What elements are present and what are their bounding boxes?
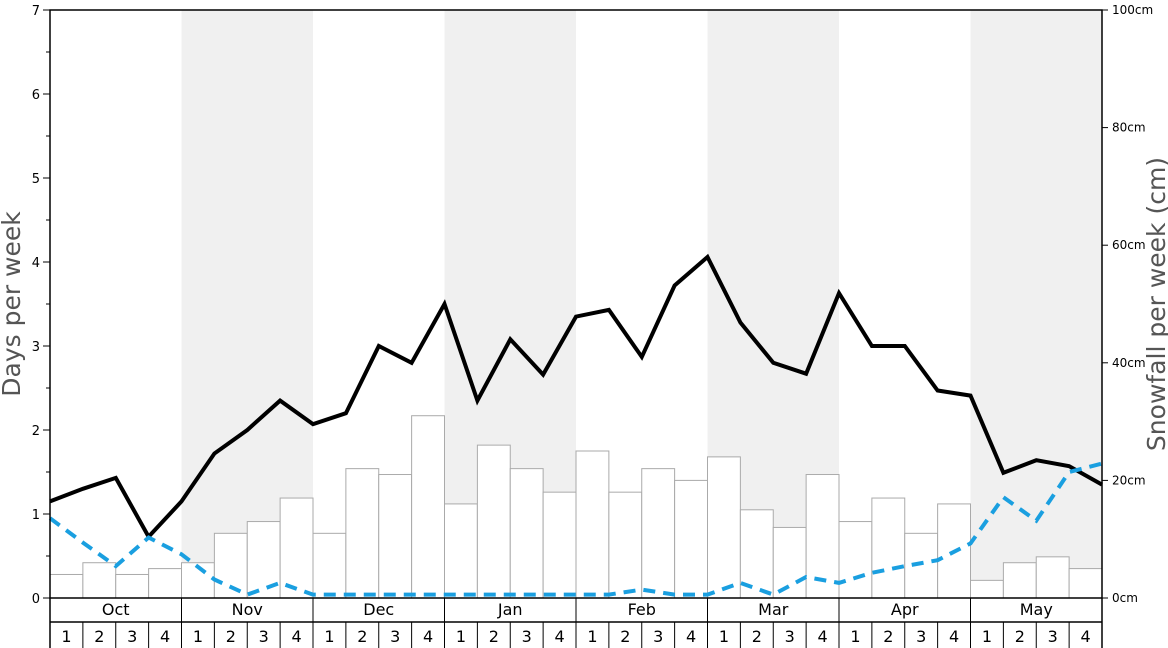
snowfall-bar [82,562,117,599]
week-label: 1 [850,627,860,646]
snowfall-bar [1068,568,1103,599]
week-label: 1 [456,627,466,646]
month-label-apr: Apr [891,600,919,619]
snowfall-bar [279,497,314,599]
right-tick-label: 80cm [1112,121,1146,135]
left-axis: 0 1 2 3 4 5 6 7 [32,4,50,607]
week-label: 4 [423,627,433,646]
week-label: 4 [554,627,564,646]
week-label: 3 [653,627,663,646]
month-band-may [970,10,1102,598]
right-axis-title: Snowfall per week (cm) [1142,157,1168,451]
week-label: 3 [1048,627,1058,646]
week-label: 2 [489,627,499,646]
snowfall-bar [509,468,544,599]
week-label: 1 [324,627,334,646]
right-tick-label: 100cm [1112,3,1153,17]
month-label-mar: Mar [758,600,789,619]
snowfall-bar [904,532,939,599]
snowfall-bar [411,415,445,599]
week-label: 4 [686,627,696,646]
week-label: 3 [916,627,926,646]
right-axis: 0cm 20cm 40cm 60cm 80cm 100cm [1102,3,1153,605]
week-label: 1 [982,627,992,646]
snowfall-bar [970,579,1004,599]
week-label: 2 [226,627,236,646]
week-label: 4 [949,627,959,646]
week-label: 4 [160,627,170,646]
snowfall-bar [1002,562,1037,599]
right-tick-label: 40cm [1112,356,1146,370]
week-label: 2 [1015,627,1025,646]
left-tick-label: 2 [32,424,40,439]
left-tick-label: 5 [32,172,40,187]
month-label-may: May [1020,600,1053,619]
snowfall-bar [772,526,807,599]
snowfall-bar [345,468,380,599]
right-tick-label: 60cm [1112,238,1146,252]
snowfall-bar [49,573,84,599]
snowfall-bar [838,521,873,599]
snowfall-bar [674,479,708,599]
month-label-nov: Nov [232,600,263,619]
week-label: 1 [61,627,71,646]
month-label-jan: Jan [497,600,523,619]
week-label: 4 [1080,627,1090,646]
week-label: 2 [883,627,893,646]
week-label: 3 [522,627,532,646]
series-line-1 [49,253,1103,541]
snowfall-bar [641,468,676,599]
week-label: 2 [357,627,367,646]
week-label: 3 [259,627,269,646]
week-label: 3 [785,627,795,646]
week-label: 1 [193,627,203,646]
week-label: 1 [587,627,597,646]
month-label-dec: Dec [363,600,394,619]
left-tick-label: 1 [32,508,40,523]
month-bands [181,10,1102,598]
snowfall-bar [805,474,840,599]
snowfall-bar [707,456,741,599]
snowfall-bar [444,503,478,599]
left-tick-label: 0 [32,592,40,607]
week-label: 2 [94,627,104,646]
right-tick-label: 20cm [1112,473,1146,487]
month-label-oct: Oct [102,600,130,619]
snowfall-bar [1035,556,1070,599]
month-label-feb: Feb [628,600,656,619]
left-tick-label: 6 [32,88,40,103]
snowfall-bar [476,444,511,599]
x-axis-months-weeks: Oct 1 2 3 4 Nov 1 2 3 4 Dec 1 2 3 4 Jan 1 2 3 4 Feb 1 2 3 4 Mar 1 2… [49,598,1103,648]
snowfall-bar [608,491,643,599]
snowfall-bar [148,568,182,599]
right-tick-label: 0cm [1112,591,1138,605]
snowfall-bar [378,474,413,599]
snowfall-bar [575,450,610,599]
week-label: 3 [127,627,137,646]
week-label: 4 [817,627,827,646]
week-label: 3 [390,627,400,646]
week-label: 2 [620,627,630,646]
line-series [48,253,1103,597]
snowfall-bar [312,532,347,599]
left-axis-title: Days per week [0,211,26,397]
snowfall-bar [871,497,906,599]
left-tick-label: 3 [32,340,40,355]
week-label: 1 [719,627,729,646]
left-tick-label: 4 [32,256,40,271]
week-label: 4 [291,627,301,646]
snowfall-bar [115,573,150,599]
week-label: 2 [752,627,762,646]
snowfall-bar [542,491,577,599]
left-tick-label: 7 [32,4,40,19]
